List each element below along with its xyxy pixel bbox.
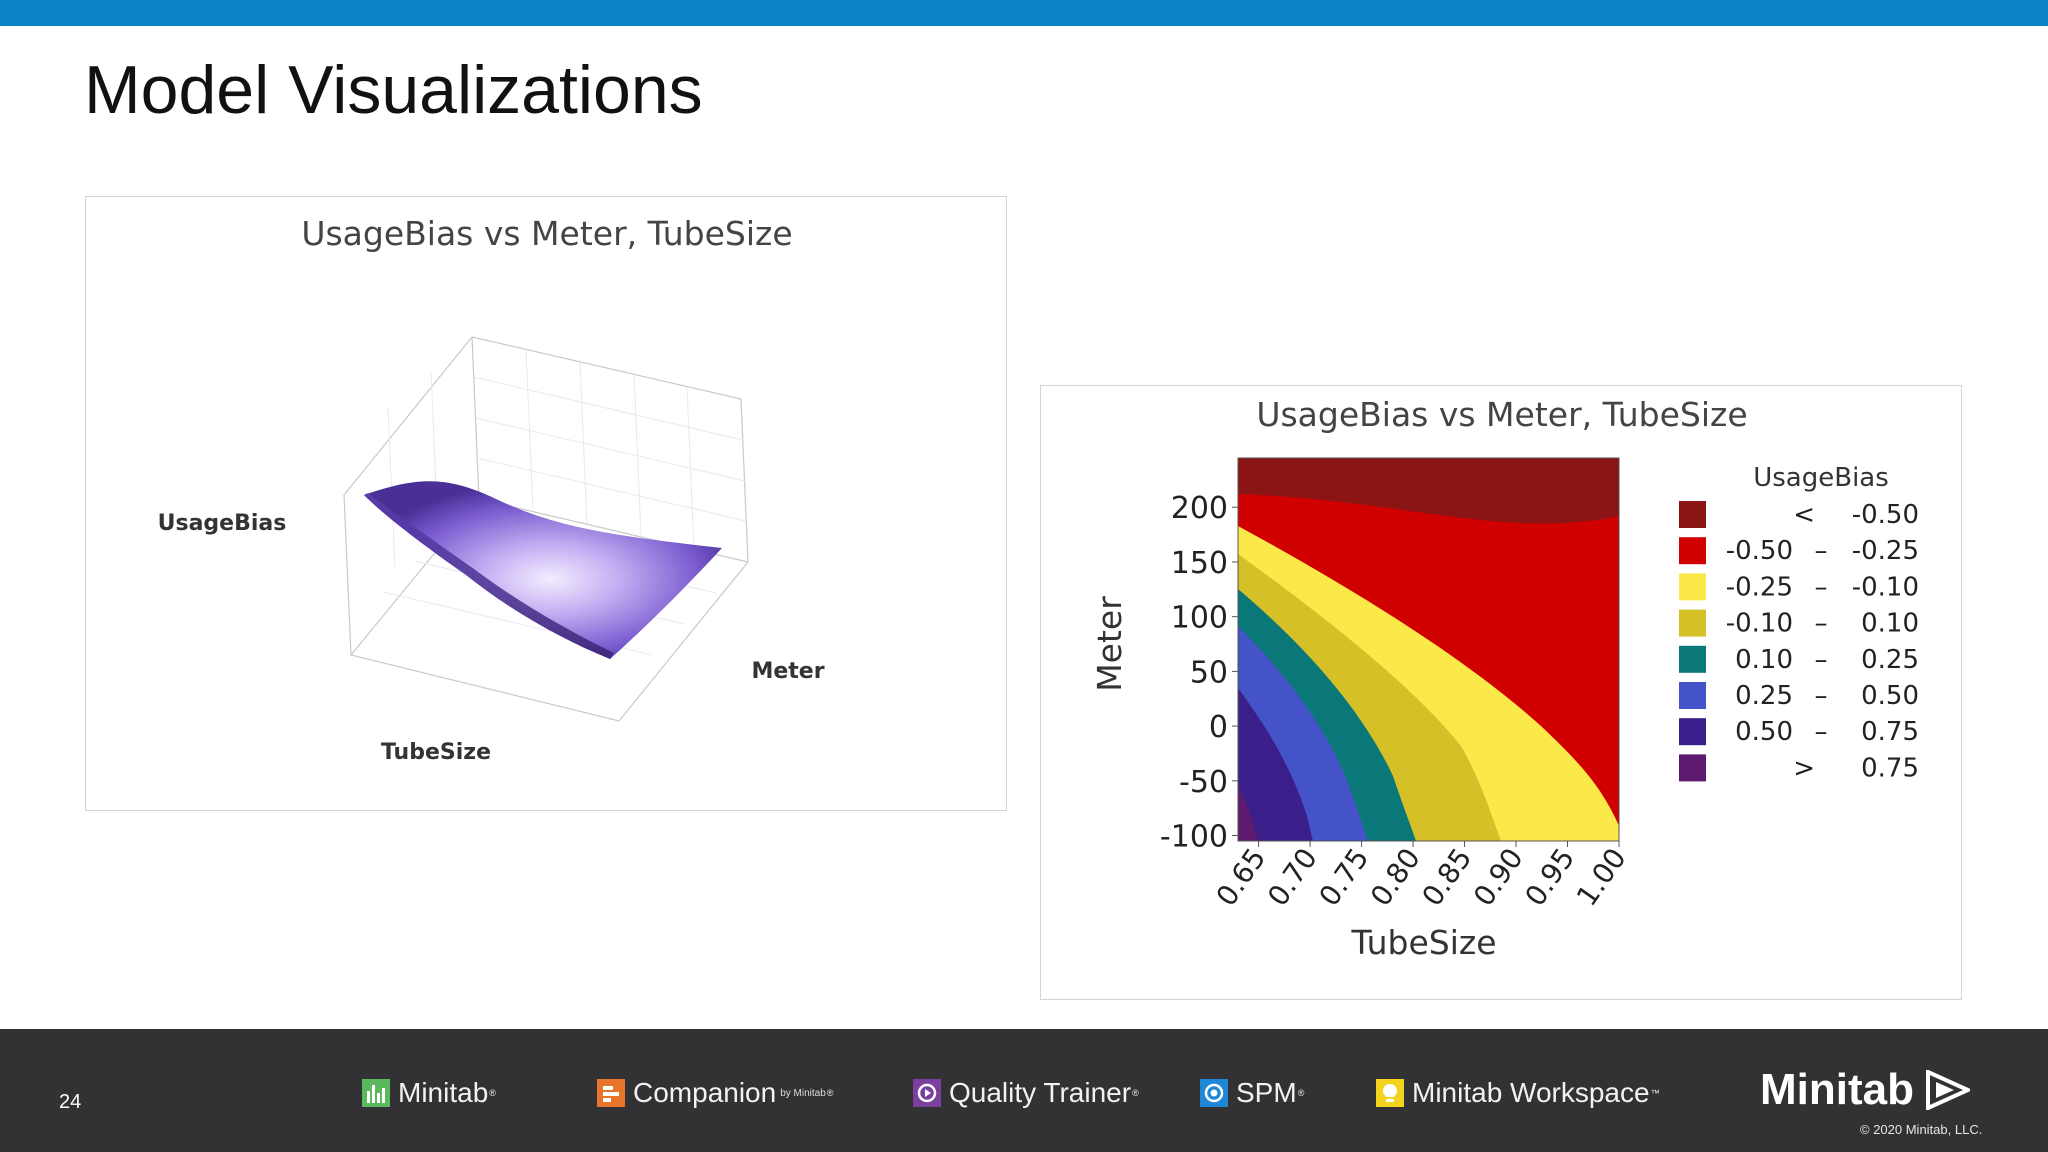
companion-icon [597, 1079, 625, 1107]
x-tick-label: 1.00 [1570, 842, 1633, 912]
page-number: 24 [59, 1091, 82, 1113]
product-companion[interactable]: Companion by Minitab ® [597, 1077, 833, 1109]
legend-hi: 0.75 [1861, 717, 1919, 747]
x-tick-label: 0.85 [1415, 842, 1478, 912]
legend-swatch [1679, 609, 1706, 637]
product-workspace[interactable]: Minitab Workspace ™ [1376, 1077, 1660, 1109]
product-minitab-label: Minitab [398, 1077, 489, 1108]
product-minitab[interactable]: Minitab ® [362, 1077, 496, 1109]
y-axis: 200 150 100 50 0 -50 -100 [1160, 491, 1238, 855]
legend-lo: > [1793, 753, 1815, 783]
surface-mesh [364, 481, 722, 659]
contour-yaxis-label: Meter [1090, 596, 1129, 692]
y-tick-label: 0 [1209, 710, 1228, 745]
quality-trainer-icon [913, 1079, 941, 1107]
legend-swatch [1679, 754, 1706, 782]
legend-lo: -0.25 [1726, 572, 1793, 602]
contour-plot-title: UsageBias vs Meter, TubeSize [1256, 395, 1747, 434]
minitab-brand-logo: Minitab [1760, 1065, 1970, 1115]
legend-hi: 0.10 [1861, 609, 1919, 639]
product-companion-label: Companion [633, 1077, 777, 1108]
region-gt-075 [1238, 786, 1258, 841]
legend-sep: – [1815, 572, 1828, 602]
contour-xaxis-label: TubeSize [1350, 923, 1496, 962]
legend-sep: – [1815, 609, 1828, 639]
copyright: © 2020 Minitab, LLC. [1860, 1122, 1983, 1137]
plot-frame [1237, 457, 1620, 842]
legend-sep: – [1815, 681, 1828, 711]
legend-lo: < [1793, 500, 1815, 530]
y-tick-label: 150 [1171, 546, 1228, 581]
legend-hi: -0.10 [1852, 572, 1919, 602]
product-spm-label: SPM [1236, 1077, 1297, 1108]
legend-swatch [1679, 501, 1706, 528]
x-axis: 0.650.700.750.800.850.900.951.00 [1210, 841, 1633, 912]
contour-regions [1238, 458, 1619, 841]
product-quality-trainer-label: Quality Trainer [949, 1077, 1132, 1108]
x-tick-label: 0.80 [1364, 842, 1427, 912]
legend-hi: 0.50 [1861, 681, 1919, 711]
workspace-icon [1376, 1079, 1404, 1107]
x-tick-label: 0.95 [1518, 842, 1581, 912]
surface-plot: UsageBias vs Meter, TubeSize UsageBias T… [158, 214, 825, 765]
zaxis-label: UsageBias [158, 511, 287, 536]
x-tick-label: 0.70 [1261, 842, 1324, 912]
top-accent-bar [0, 0, 2048, 26]
region-050-075 [1238, 688, 1313, 841]
y-tick-label: -50 [1179, 765, 1228, 800]
legend-hi: -0.50 [1852, 500, 1919, 530]
legend-lo: -0.50 [1726, 536, 1793, 566]
legend-swatch [1679, 573, 1706, 601]
product-workspace-label: Minitab Workspace [1412, 1077, 1650, 1108]
legend-lo: 0.10 [1735, 645, 1793, 675]
y-tick-label: 200 [1171, 491, 1228, 526]
y-tick-label: -100 [1160, 820, 1228, 855]
surface-plot-title: UsageBias vs Meter, TubeSize [301, 214, 792, 253]
legend-lo: -0.10 [1726, 609, 1793, 639]
legend-swatch [1679, 718, 1706, 746]
footer: 24 Minitab ® Companion by Minitab ® Qualit… [0, 1029, 2048, 1152]
product-quality-trainer[interactable]: Quality Trainer ® [913, 1077, 1139, 1109]
y-tick-label: 50 [1190, 655, 1228, 690]
contour-plot: UsageBias vs Meter, TubeSize 200 150 100 50… [1090, 395, 1919, 962]
legend-swatch [1679, 645, 1706, 673]
legend-hi: 0.25 [1861, 645, 1919, 675]
legend-hi: -0.25 [1852, 536, 1919, 566]
surface-plot-panel: UsageBias vs Meter, TubeSize UsageBias T… [85, 196, 1007, 811]
legend-sep: – [1815, 645, 1828, 675]
legend-sep: – [1815, 536, 1828, 566]
legend-swatch [1679, 537, 1706, 565]
minitab-arrow-icon [1925, 1070, 1970, 1110]
surface-front-edge [364, 493, 614, 659]
legend-lo: 0.25 [1735, 681, 1793, 711]
yaxis-label: Meter [751, 659, 824, 684]
minitab-bar-chart-icon [362, 1079, 390, 1107]
region-lt-neg050 [1238, 458, 1619, 524]
product-spm[interactable]: SPM ® [1200, 1077, 1304, 1109]
legend: < -0.50-0.50– -0.25-0.25– -0.10-0.10–0.100.… [1679, 500, 1919, 783]
slide-title: Model Visualizations [84, 52, 703, 128]
legend-title: UsageBias [1753, 463, 1889, 493]
legend-hi: 0.75 [1861, 753, 1919, 783]
xaxis-label: TubeSize [381, 740, 491, 765]
brand-name: Minitab [1760, 1065, 1914, 1114]
spm-icon [1200, 1079, 1228, 1107]
x-tick-label: 0.75 [1313, 842, 1376, 912]
legend-swatch [1679, 682, 1706, 709]
x-tick-label: 0.90 [1467, 842, 1530, 912]
contour-plot-panel: UsageBias vs Meter, TubeSize 200 150 100 50… [1040, 385, 1962, 1000]
legend-sep: – [1815, 717, 1828, 747]
legend-lo: 0.50 [1735, 717, 1793, 747]
y-tick-label: 100 [1171, 601, 1228, 636]
